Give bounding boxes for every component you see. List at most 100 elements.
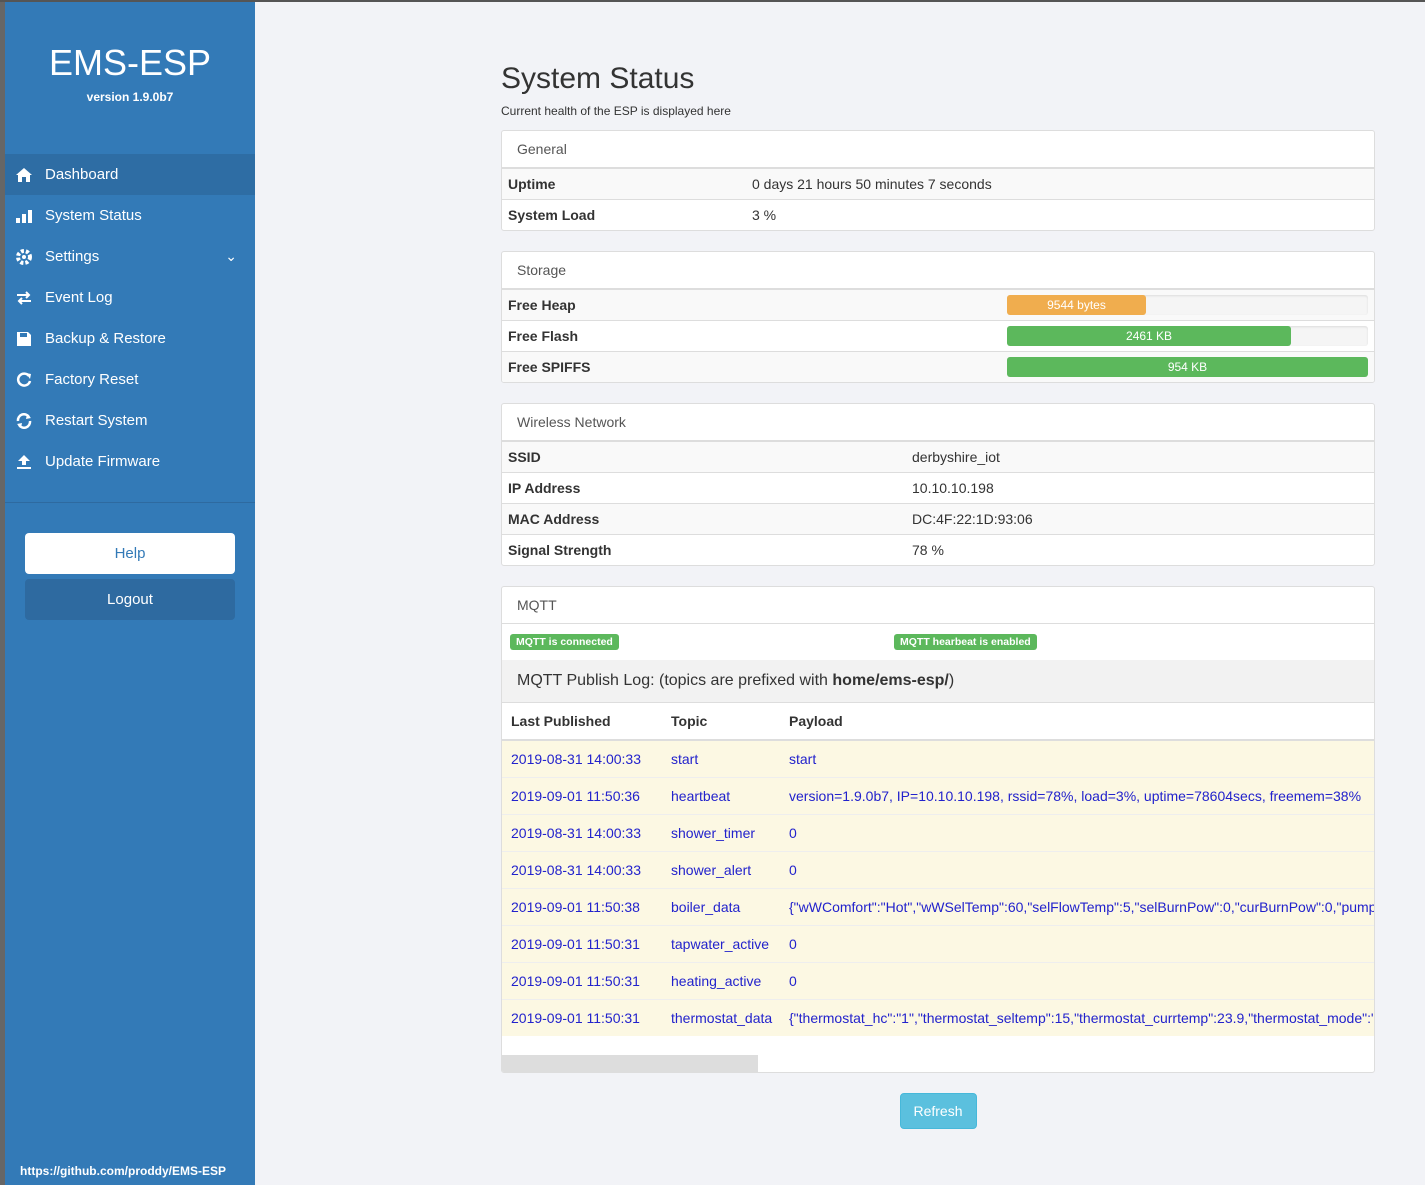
menu-item[interactable]: Event Log: [5, 277, 255, 318]
menu-label: Restart System: [45, 412, 148, 429]
row-label: Free Flash: [508, 328, 579, 344]
badge: MQTT hearbeat is enabled: [894, 634, 1037, 650]
row: Uptime 0 days 21 hours 50 minutes 7 secon…: [502, 168, 1374, 199]
row-label: System Load: [508, 207, 596, 223]
menu-label: Dashboard: [45, 166, 119, 183]
menu-label: Update Firmware: [45, 453, 161, 470]
panel-heading: Wireless Network: [502, 404, 1374, 441]
log-cell: 2019-09-01 11:50:31: [502, 999, 662, 1036]
log-title-text: ): [948, 672, 955, 689]
column-header: Payload: [780, 703, 1374, 741]
menu-item[interactable]: Factory Reset: [5, 359, 255, 400]
log-cell: {"wWComfort":"Hot","wWSelTemp":60,"selFl…: [780, 888, 1374, 926]
app-title: EMS-ESP: [48, 42, 212, 83]
log-title: MQTT Publish Log: (topics are prefixed w…: [502, 660, 1374, 703]
menu-label: Event Log: [45, 289, 113, 306]
header-row: Last Published Topic Payload: [502, 703, 1374, 741]
log-row: 2019-09-01 11:50:31 tapwater_active 0: [502, 925, 1374, 963]
menu-label: Backup & Restore: [45, 330, 166, 347]
row: System Load 3 %: [502, 199, 1374, 230]
row-value: 3 %: [752, 207, 777, 223]
row-label: Free Heap: [508, 297, 576, 313]
menu-label: Settings: [45, 248, 100, 265]
row: MAC Address DC:4F:22:1D:93:06: [502, 503, 1374, 534]
main: System Status Current health of the ESP …: [501, 62, 1375, 1129]
log-cell: shower_alert: [662, 851, 780, 889]
row-value: 0 days 21 hours 50 minutes 7 seconds: [752, 176, 992, 192]
log-cell: 2019-08-31 14:00:33: [502, 814, 662, 852]
log-cell: version=1.9.0b7, IP=10.10.10.198, rssid=…: [780, 777, 1374, 815]
menu: Dashboard System Status Settings ⌄ Event …: [5, 154, 255, 482]
column-header: Last Published: [502, 703, 662, 741]
log-cell: 0: [780, 925, 1374, 963]
page-title: System Status: [501, 62, 695, 95]
separator: [5, 502, 255, 503]
log-row: 2019-09-01 11:50:31 heating_active 0: [502, 962, 1374, 1000]
app-version: version 1.9.0b7: [86, 90, 174, 104]
scrollbar: [502, 1036, 1374, 1072]
general-panel: General Uptime 0 days 21 hours 50 minutes …: [501, 130, 1375, 231]
row-label: IP Address: [508, 480, 581, 496]
menu-item[interactable]: Restart System: [5, 400, 255, 441]
menu-item[interactable]: System Status: [5, 195, 255, 236]
row-label: Uptime: [508, 176, 556, 192]
scroll-thumb[interactable]: [502, 1055, 758, 1072]
progress-track: 2461 KB: [1007, 326, 1368, 346]
log-cell: {"thermostat_hc":"1","thermostat_seltemp…: [780, 999, 1374, 1036]
menu-label: System Status: [45, 207, 142, 224]
mqtt-panel: MQTT MQTT is connected MQTT hearbeat is …: [501, 586, 1375, 1073]
row-value: derbyshire_iot: [912, 449, 1000, 465]
sidebar: EMS-ESP version 1.9.0b7 Dashboard System…: [0, 2, 255, 1185]
log-cell: boiler_data: [662, 888, 780, 926]
row: Free SPIFFS 954 KB: [502, 351, 1374, 382]
badges: MQTT is connected MQTT hearbeat is enabl…: [502, 624, 1374, 660]
footer-link[interactable]: https://github.com/proddy/EMS-ESP: [20, 1164, 226, 1178]
log-cell: 2019-08-31 14:00:33: [502, 739, 662, 778]
page-subtitle: Current health of the ESP is displayed h…: [501, 104, 731, 118]
log-row: 2019-08-31 14:00:33 shower_alert 0: [502, 851, 1374, 889]
row: Free Heap 9544 bytes: [502, 289, 1374, 320]
row-label: Free SPIFFS: [508, 359, 591, 375]
row: IP Address 10.10.10.198: [502, 472, 1374, 503]
log-cell: start: [662, 739, 780, 778]
badge: MQTT is connected: [510, 634, 619, 650]
log-cell: 0: [780, 851, 1374, 889]
storage-panel: Storage Free Heap 9544 bytes Free Flash 2461…: [501, 251, 1375, 383]
progress-label: 2461 KB: [1126, 329, 1173, 343]
row-value: DC:4F:22:1D:93:06: [912, 511, 1033, 527]
refresh-button[interactable]: Refresh: [899, 1093, 977, 1129]
menu-item[interactable]: Dashboard: [5, 154, 255, 195]
log-cell: 2019-09-01 11:50:31: [502, 925, 662, 963]
column-header: Topic: [662, 703, 780, 741]
progress-track: 9544 bytes: [1007, 295, 1368, 315]
chevron: ⌄: [225, 248, 237, 264]
log-cell: shower_timer: [662, 814, 780, 852]
logout-button[interactable]: Logout: [25, 579, 235, 620]
row: Signal Strength 78 %: [502, 534, 1374, 565]
log-row: 2019-08-31 14:00:33 shower_timer 0: [502, 814, 1374, 852]
row-label: Signal Strength: [508, 542, 612, 558]
log-row: 2019-09-01 11:50:36 heartbeat version=1.9.…: [502, 777, 1374, 815]
panel-heading: Storage: [502, 252, 1374, 289]
menu-label: Factory Reset: [45, 371, 139, 388]
log-cell: 0: [780, 814, 1374, 852]
menu-item[interactable]: Settings ⌄: [5, 236, 255, 277]
row: SSID derbyshire_iot: [502, 441, 1374, 472]
log-cell: heartbeat: [662, 777, 780, 815]
log-cell: 2019-09-01 11:50:36: [502, 777, 662, 815]
log-cell: 2019-09-01 11:50:38: [502, 888, 662, 926]
row-value: 78 %: [912, 542, 944, 558]
row-value: 10.10.10.198: [912, 480, 994, 496]
menu-item[interactable]: Backup & Restore: [5, 318, 255, 359]
log-title-text: MQTT Publish Log: (topics are prefixed w…: [517, 672, 833, 689]
menu-item[interactable]: Update Firmware: [5, 441, 255, 482]
log-cell: heating_active: [662, 962, 780, 1000]
log-row: 2019-09-01 11:50:38 boiler_data {"wWComfor…: [502, 888, 1374, 926]
progress-label: 954 KB: [1167, 360, 1208, 374]
help-button[interactable]: Help: [25, 533, 235, 574]
wireless-panel: Wireless Network SSID derbyshire_iot IP Add…: [501, 403, 1375, 566]
log-row: 2019-09-01 11:50:31 thermostat_data {"ther…: [502, 999, 1374, 1036]
row-label: SSID: [508, 449, 541, 465]
progress-fill: [1007, 295, 1146, 315]
